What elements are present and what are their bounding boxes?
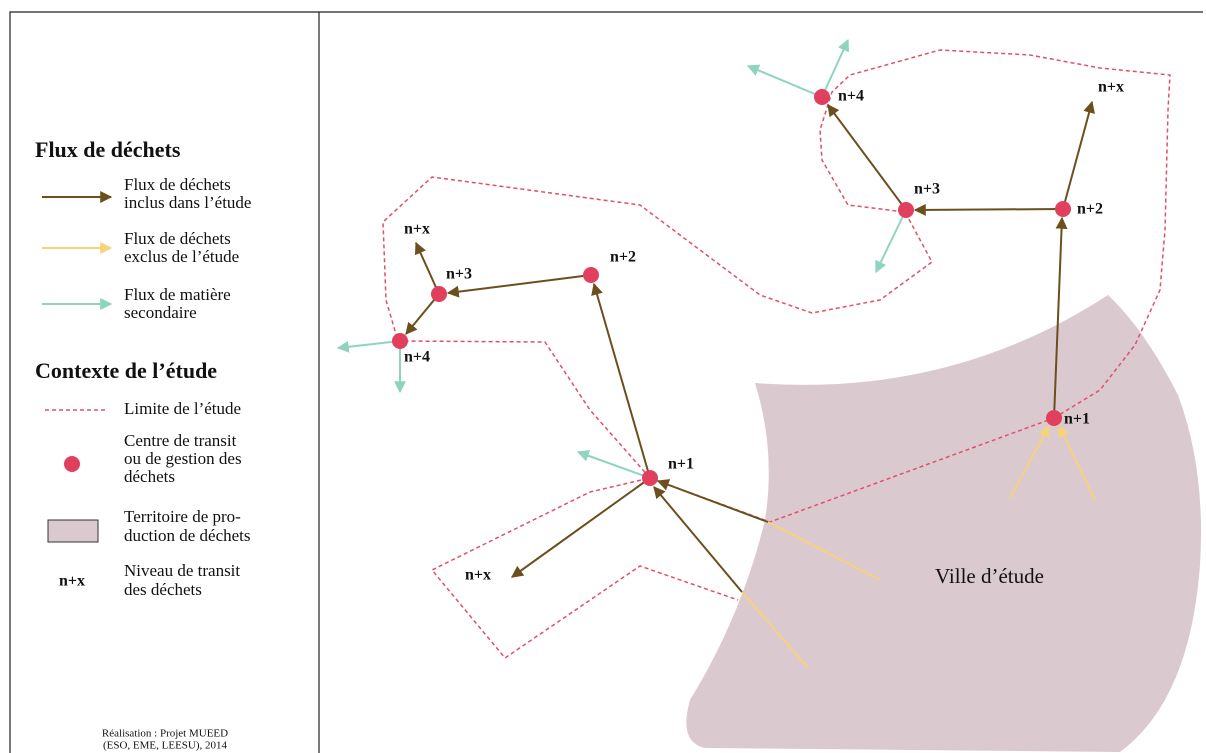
legend-label: duction de déchets (124, 526, 251, 545)
legend-label: Flux de matière (124, 285, 231, 304)
legend-symbol: n+x (59, 573, 85, 590)
legend-symbol (64, 456, 80, 472)
legend-label: inclus dans l’étude (124, 193, 251, 212)
secondary-flow (336, 38, 907, 479)
legend-label: déchets (124, 467, 175, 486)
legend-label: exclus de l’étude (124, 247, 239, 266)
territory (686, 295, 1202, 752)
node-label: n+x (465, 567, 491, 584)
node-label: n+x (404, 221, 430, 238)
node-label: n+2 (1077, 201, 1103, 218)
node-label: n+4 (404, 349, 430, 366)
node-label: n+1 (1064, 411, 1090, 428)
node-label: n+3 (914, 181, 940, 198)
legend-label: secondaire (124, 303, 197, 322)
excluded-flow (741, 424, 1096, 669)
node-label: n+2 (610, 249, 636, 266)
legend-title: Flux de déchets (35, 137, 181, 162)
legend-symbol (47, 519, 99, 543)
legend-label: des déchets (124, 580, 202, 599)
transit-centre (392, 89, 1071, 486)
legend-label: Flux de déchets (124, 229, 231, 248)
included-flow (405, 100, 1095, 593)
legend-label: Centre de transit (124, 431, 237, 450)
frame (9, 11, 1203, 753)
node-label: n+3 (446, 266, 472, 283)
node-label: n+x (1098, 79, 1124, 96)
credit: Réalisation : Projet MUEED (102, 728, 228, 740)
legend-label: Niveau de transit (124, 561, 240, 580)
legend-label: Limite de l’étude (124, 399, 241, 418)
legend-label: ou de gestion des (124, 449, 242, 468)
legend-label: Flux de déchets (124, 175, 231, 194)
credit: (ESO, EME, LEESU), 2014 (103, 740, 228, 752)
node-label: n+1 (668, 456, 694, 473)
city-label: Ville d’étude (935, 564, 1044, 588)
legend-title: Contexte de l’étude (35, 358, 217, 383)
legend-label: Territoire de pro- (124, 507, 241, 526)
node-label: n+4 (838, 88, 864, 105)
